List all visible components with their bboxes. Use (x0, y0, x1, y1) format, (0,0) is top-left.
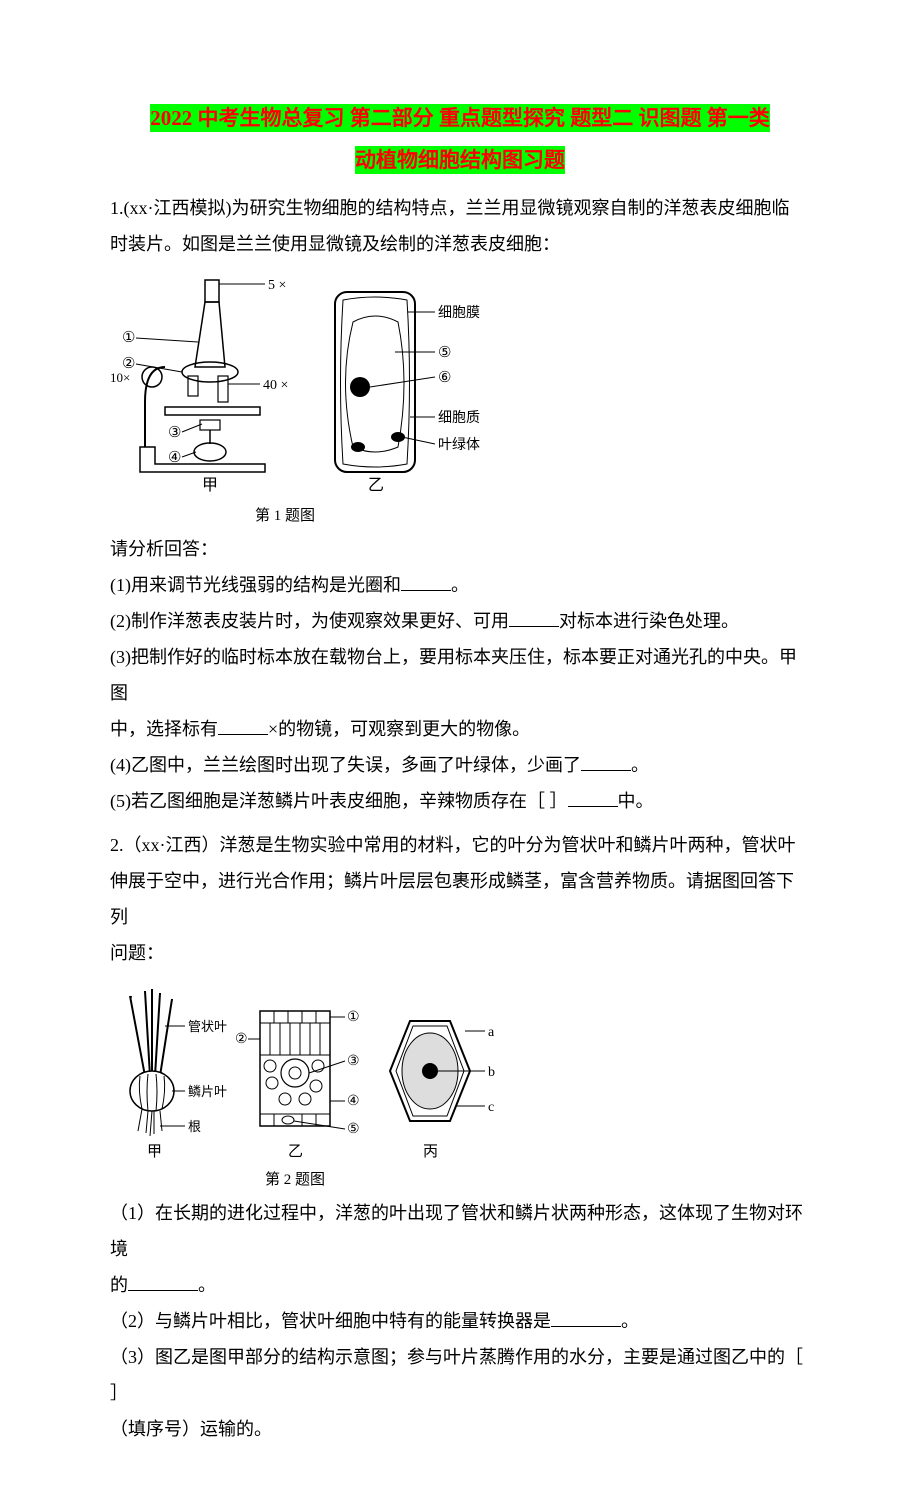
svg-text:c: c (488, 1100, 494, 1115)
q2-intro-b: 伸展于空中，进行光合作用；鳞片叶层层包裹形成鳞茎，富含营养物质。请据图回答下列 (110, 863, 810, 935)
q1-p5: (5)若乙图细胞是洋葱鳞片叶表皮细胞，辛辣物质存在［ ］中。 (110, 783, 810, 819)
svg-text:⑥: ⑥ (438, 370, 451, 386)
svg-text:b: b (488, 1065, 495, 1080)
svg-text:a: a (488, 1025, 495, 1040)
svg-text:④: ④ (347, 1094, 360, 1109)
q1-p2: (2)制作洋葱表皮装片时，为使观察效果更好、可用对标本进行染色处理。 (110, 603, 810, 639)
figure-1-caption: 第 1 题图 (120, 504, 450, 525)
svg-text:鳞片叶: 鳞片叶 (188, 1084, 227, 1099)
q1-p1: (1)用来调节光线强弱的结构是光圈和。 (110, 567, 810, 603)
svg-text:⑤: ⑤ (347, 1122, 360, 1137)
svg-text:细胞膜: 细胞膜 (438, 305, 480, 321)
q1-p3a: (3)把制作好的临时标本放在载物台上，要用标本夹压住，标本要正对通光孔的中央。甲… (110, 639, 810, 711)
svg-text:5 ×: 5 × (268, 278, 286, 293)
q1-p3b: 中，选择标有×的物镜，可观察到更大的物像。 (110, 711, 810, 747)
svg-text:①: ① (122, 330, 135, 346)
svg-text:根: 根 (188, 1119, 201, 1134)
q1-p4: (4)乙图中，兰兰绘图时出现了失误，多画了叶绿体，少画了。 (110, 747, 810, 783)
q2-p1a: （1）在长期的进化过程中，洋葱的叶出现了管状和鳞片状两种形态，这体现了生物对环境 (110, 1195, 810, 1267)
cell-icon: 细胞膜 ⑤ ⑥ 细胞质 叶绿体 (335, 292, 480, 472)
svg-text:甲: 甲 (147, 1144, 162, 1160)
onion-plant-icon: 管状叶 鳞片叶 根 (130, 989, 227, 1136)
svg-text:②: ② (235, 1032, 248, 1047)
q1-intro-b: 时装片。如图是兰兰使用显微镜及绘制的洋葱表皮细胞： (110, 226, 810, 262)
q2-intro-c: 问题： (110, 935, 810, 971)
q2-p3a: （3）图乙是图甲部分的结构示意图；参与叶片蒸腾作用的水分，主要是通过图乙中的［ … (110, 1339, 810, 1411)
svg-text:甲: 甲 (202, 477, 218, 494)
q1-analyze: 请分析回答： (110, 531, 810, 567)
svg-text:乙: 乙 (288, 1144, 303, 1160)
svg-text:乙: 乙 (368, 477, 384, 494)
svg-text:40 ×: 40 × (263, 378, 288, 393)
q2-intro-a: 2.（xx·江西）洋葱是生物实验中常用的材料，它的叶分为管状叶和鳞片叶两种，管状… (110, 827, 810, 863)
svg-text:③: ③ (347, 1054, 360, 1069)
svg-text:①: ① (347, 1010, 360, 1025)
svg-text:叶绿体: 叶绿体 (438, 437, 480, 453)
q2-p3b: （填序号）运输的。 (110, 1411, 810, 1447)
title-line-1: 2022 中考生物总复习 第二部分 重点题型探究 题型二 识图题 第一类 (150, 104, 770, 132)
svg-text:④: ④ (168, 450, 181, 466)
figure-2-caption: 第 2 题图 (110, 1168, 480, 1189)
svg-text:丙: 丙 (423, 1144, 438, 1160)
hex-cell-icon: a b c (390, 1021, 495, 1121)
svg-text:管状叶: 管状叶 (188, 1019, 227, 1034)
q2-p1b: 的。 (110, 1267, 810, 1303)
q1-intro-a: 1.(xx·江西模拟)为研究生物细胞的结构特点，兰兰用显微镜观察自制的洋葱表皮细… (110, 190, 810, 226)
title-line-2: 动植物细胞结构图习题 (355, 146, 565, 174)
figure-2: 管状叶 鳞片叶 根 甲 ① ② (110, 981, 810, 1189)
svg-text:③: ③ (168, 425, 181, 441)
svg-text:细胞质: 细胞质 (438, 410, 480, 426)
microscope-icon: 5 × 40 × ① ② 10 (110, 278, 288, 472)
svg-text:⑤: ⑤ (438, 345, 451, 361)
q2-p2: （2）与鳞片叶相比，管状叶细胞中特有的能量转换器是。 (110, 1303, 810, 1339)
leaf-section-icon: ① ② ③ ④ ⑤ (235, 1010, 360, 1137)
figure-1: 5 × 40 × ① ② 10 (110, 272, 810, 525)
svg-text:10×: 10× (110, 370, 130, 385)
